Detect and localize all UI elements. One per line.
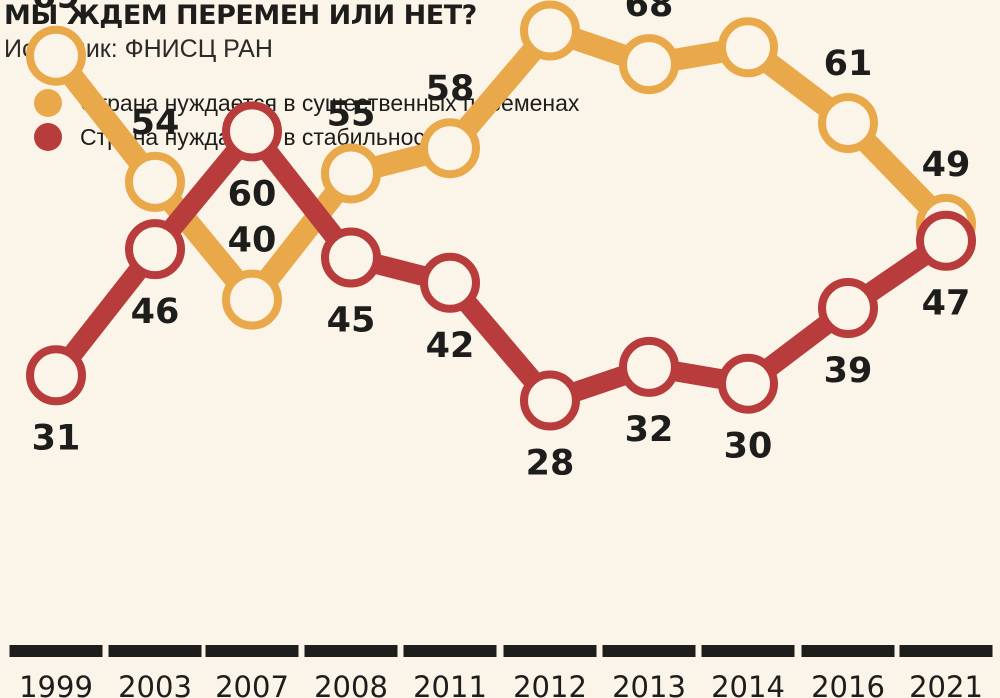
- x-axis-bar: [304, 645, 398, 657]
- x-axis-bar: [503, 645, 597, 657]
- series-0-point: [125, 151, 185, 212]
- data-label: 69: [32, 0, 81, 17]
- x-axis-bar: [701, 645, 795, 657]
- series-1-point: [420, 252, 480, 313]
- series-1-points: [26, 101, 976, 431]
- data-label: 49: [922, 145, 971, 185]
- data-label: 46: [131, 292, 180, 332]
- series-0-point: [321, 143, 381, 204]
- series-0-point: [818, 92, 878, 153]
- series-1-point: [125, 219, 185, 280]
- x-tick-label: 2007: [215, 670, 289, 698]
- legend-swatch-changes: [34, 89, 62, 117]
- chart-title: МЫ ЖДЕМ ПЕРЕМЕН ИЛИ НЕТ?: [4, 0, 477, 31]
- x-tick-label: 2014: [711, 670, 785, 698]
- data-label: 42: [426, 326, 475, 366]
- data-label: 31: [32, 418, 81, 458]
- data-label: 58: [426, 69, 475, 109]
- x-axis-bar: [108, 645, 202, 657]
- series-1-point: [619, 336, 679, 397]
- x-tick-label: 2013: [612, 670, 686, 698]
- x-tick-label: 1999: [19, 670, 93, 698]
- x-tick-label: 2016: [811, 670, 885, 698]
- x-axis-bar: [602, 645, 696, 657]
- data-label: 60: [228, 174, 277, 214]
- series-0-point: [619, 34, 679, 95]
- x-axis-bar: [403, 645, 497, 657]
- series-1-point: [818, 278, 878, 339]
- series-1-line-group: [48, 125, 952, 410]
- data-label: 54: [131, 103, 180, 143]
- series-0-point: [26, 25, 86, 86]
- x-tick-label: 2011: [413, 670, 487, 698]
- data-label: 40: [228, 221, 277, 261]
- data-label: 70: [724, 0, 773, 8]
- series-1-labels: 31 46 60 45 42 28 32 30 39 47: [32, 174, 971, 483]
- x-axis-bar: [9, 645, 103, 657]
- series-0-point: [420, 118, 480, 179]
- data-label: 30: [724, 427, 773, 467]
- series-1-point: [222, 101, 282, 162]
- data-label: 47: [922, 284, 971, 324]
- series-0-labels: 69544055587268706149: [32, 0, 971, 261]
- x-tick-label: 2021: [909, 670, 983, 698]
- x-tick-label: 2012: [513, 670, 587, 698]
- data-label: 32: [625, 410, 674, 450]
- x-axis-bar: [801, 645, 895, 657]
- series-0-point: [718, 17, 778, 78]
- series-0-point: [520, 0, 580, 61]
- data-label: 55: [327, 94, 376, 134]
- x-axis: 1999 2003 2007 2008 2011 2012 2013 2014 2016 2021: [9, 645, 993, 698]
- x-axis-bar: [205, 645, 299, 657]
- data-label: 39: [824, 351, 873, 391]
- data-label: 28: [526, 444, 575, 484]
- series-1-point: [26, 345, 86, 406]
- data-label: 61: [824, 44, 873, 84]
- data-label: 68: [625, 0, 674, 25]
- series-0-points: [26, 0, 976, 330]
- x-axis-bar: [899, 645, 993, 657]
- x-tick-label: 2003: [118, 670, 192, 698]
- x-tick-label: 2008: [314, 670, 388, 698]
- legend-swatch-stability: [34, 123, 62, 151]
- series-0-point: [222, 269, 282, 330]
- series-1-point: [520, 370, 580, 431]
- series-0-line-group: [47, 20, 954, 307]
- series-1-point: [916, 210, 976, 271]
- series-1-point: [718, 353, 778, 414]
- series-1-point: [321, 227, 381, 288]
- data-label: 45: [327, 301, 376, 341]
